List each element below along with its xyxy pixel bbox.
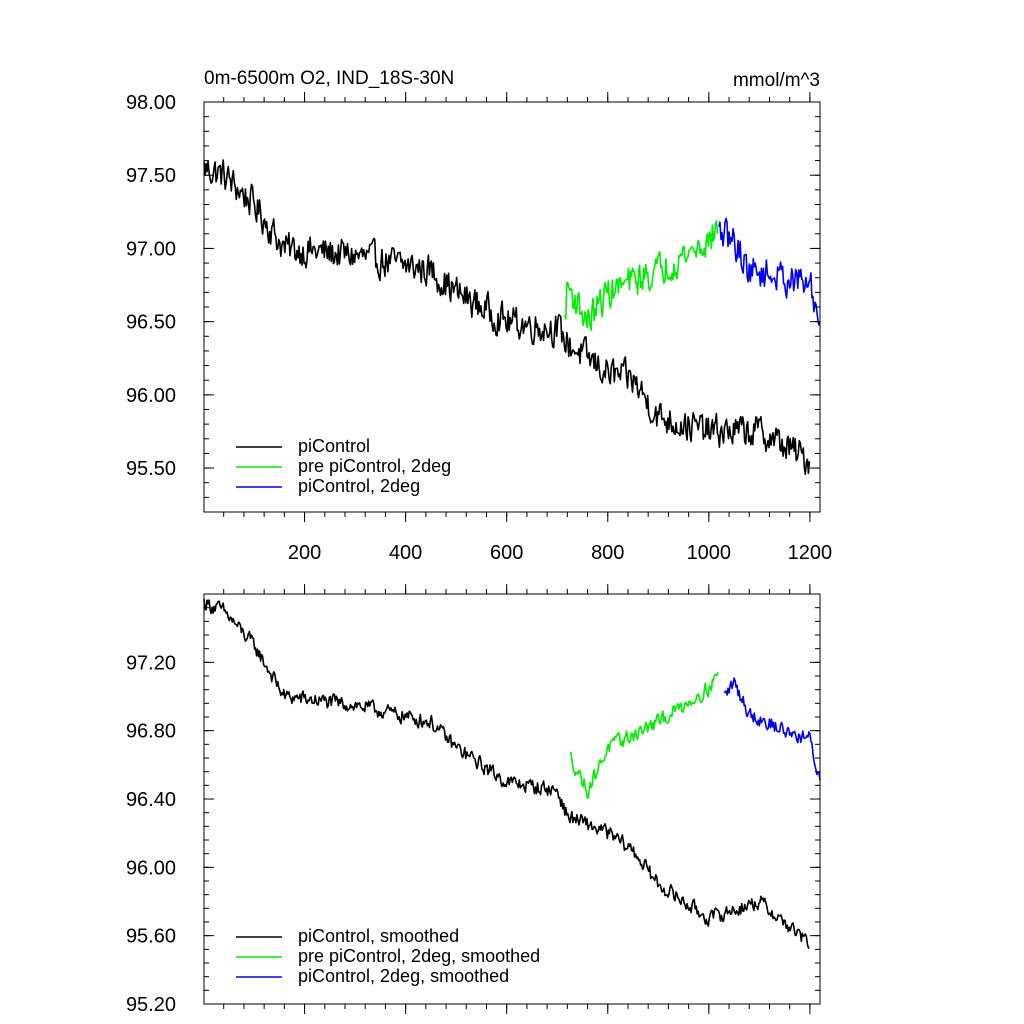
y-tick-label: 95.60 xyxy=(126,926,176,948)
x-tick-label: 400 xyxy=(389,542,422,564)
x-tick-label: 1000 xyxy=(687,542,732,564)
top-panel: 0m-6500m O2, IND_18S-30N mmol/m^3 95.509… xyxy=(126,68,832,564)
panel-title: 0m-6500m O2, IND_18S-30N xyxy=(204,68,454,89)
y-tick-label: 96.00 xyxy=(126,857,176,879)
plot-frame xyxy=(203,593,821,1005)
series-layer xyxy=(203,159,821,475)
bottom-panel: 95.20 95.60 96.00 96.40 96.80 97.20 piControl… xyxy=(126,584,821,1016)
series-line xyxy=(718,217,821,326)
series-line xyxy=(203,159,811,475)
y-tick-label: 97.00 xyxy=(126,238,176,260)
series-line xyxy=(569,672,720,799)
legend-label: pre piControl, 2deg xyxy=(298,456,451,476)
series-line xyxy=(564,220,719,332)
ticks-layer: 95.20 95.60 96.00 96.40 96.80 97.20 xyxy=(126,584,820,1016)
legend-label: piControl, 2deg xyxy=(298,476,420,496)
legend-label: piControl, 2deg, smoothed xyxy=(298,966,509,986)
legend-label: piControl, smoothed xyxy=(298,926,459,946)
y-tick-label: 98.00 xyxy=(126,92,176,114)
x-tick-label: 600 xyxy=(490,542,523,564)
y-tick-label: 96.00 xyxy=(126,385,176,407)
y-tick-label: 97.50 xyxy=(126,165,176,187)
legend-label: piControl xyxy=(298,436,370,456)
y-tick-label: 96.50 xyxy=(126,312,176,334)
y-tick-label: 97.20 xyxy=(126,652,176,674)
plot-frame xyxy=(203,101,821,513)
x-tick-label: 200 xyxy=(288,542,321,564)
y-tick-label: 95.20 xyxy=(126,994,176,1016)
series-layer xyxy=(203,599,821,950)
y-tick-label: 96.80 xyxy=(126,721,176,743)
y-tick-label: 96.40 xyxy=(126,789,176,811)
series-line xyxy=(723,677,821,781)
ticks-layer: 95.50 96.00 96.50 97.00 97.50 98.00 200 400 600 8… xyxy=(126,92,832,564)
units-label: mmol/m^3 xyxy=(733,70,820,91)
series-line xyxy=(203,599,810,950)
y-tick-label: 95.50 xyxy=(126,458,176,480)
legend-label: pre piControl, 2deg, smoothed xyxy=(298,946,540,966)
x-tick-label: 800 xyxy=(591,542,624,564)
x-tick-label: 1200 xyxy=(788,542,833,564)
